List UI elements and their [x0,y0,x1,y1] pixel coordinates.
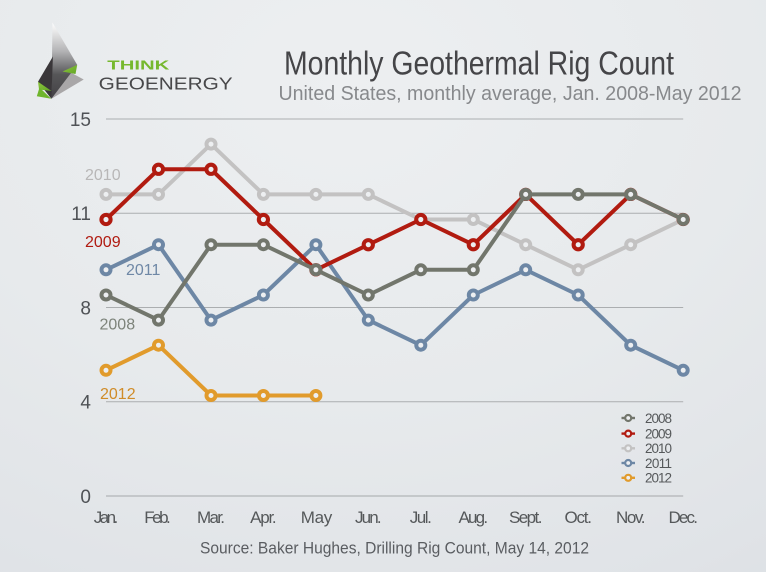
svg-text:Apr.: Apr. [250,508,277,527]
svg-text:2009: 2009 [85,234,121,251]
svg-text:0: 0 [80,487,91,508]
svg-text:GEOENERGY: GEOENERGY [99,73,233,93]
svg-text:2012: 2012 [100,386,136,403]
svg-text:15: 15 [70,110,91,131]
svg-text:Mar.: Mar. [197,508,225,527]
svg-text:Nov.: Nov. [616,508,646,527]
svg-text:2012: 2012 [645,471,672,486]
svg-text:2010: 2010 [85,167,121,184]
svg-text:11: 11 [71,204,91,225]
svg-text:THINK: THINK [107,58,170,72]
svg-text:8: 8 [80,299,91,320]
svg-text:May: May [301,508,333,527]
svg-text:Feb.: Feb. [144,508,171,527]
svg-text:Aug.: Aug. [459,508,489,527]
svg-text:Source: Baker Hughes, Drilling: Source: Baker Hughes, Drilling Rig Count… [200,539,589,558]
svg-text:Jul.: Jul. [410,508,432,527]
svg-text:Dec.: Dec. [668,508,698,527]
svg-text:2010: 2010 [645,441,672,456]
svg-text:Jun.: Jun. [355,508,382,527]
svg-text:United States, monthly average: United States, monthly average, Jan. 200… [279,83,742,105]
svg-text:2011: 2011 [126,262,161,279]
svg-text:2009: 2009 [645,426,672,441]
svg-text:2008: 2008 [100,316,136,333]
svg-text:Sept.: Sept. [509,508,543,527]
svg-text:2008: 2008 [645,411,672,426]
svg-text:Monthly Geothermal Rig Count: Monthly Geothermal Rig Count [284,45,674,82]
svg-text:2011: 2011 [645,456,672,471]
svg-text:Jan.: Jan. [94,508,119,527]
svg-text:Oct.: Oct. [564,508,592,527]
svg-text:4: 4 [80,393,91,414]
